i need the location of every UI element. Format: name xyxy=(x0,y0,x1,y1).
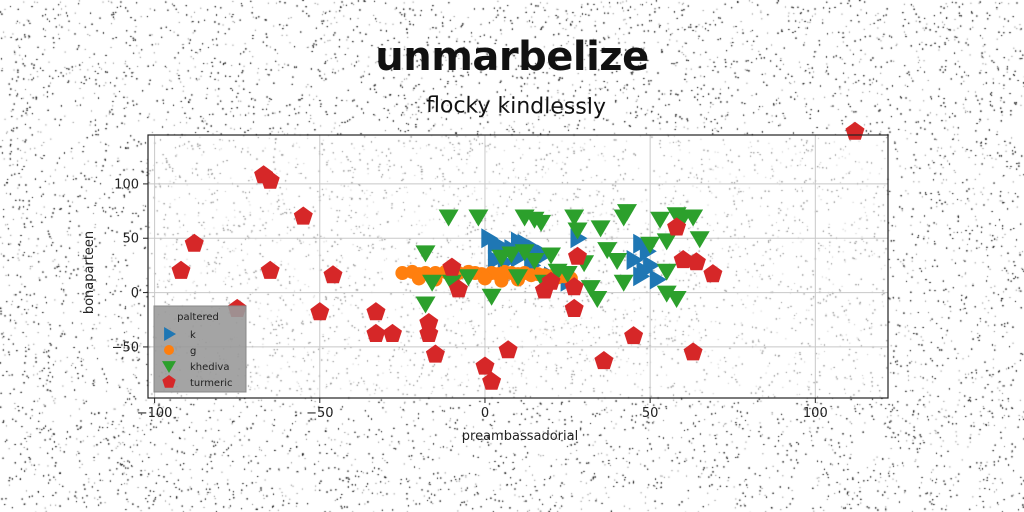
marker-khediva xyxy=(607,253,628,270)
marker-k xyxy=(636,260,654,281)
marker-turmeric xyxy=(475,356,495,375)
marker-khediva xyxy=(564,209,585,227)
marker-khediva xyxy=(613,274,634,292)
marker-g xyxy=(494,273,509,288)
y-axis-label: bonaparteen xyxy=(82,231,97,314)
marker-khediva xyxy=(514,244,535,262)
marker-khediva xyxy=(501,246,522,264)
marker-khediva xyxy=(640,236,661,254)
marker-khediva xyxy=(441,274,462,292)
marker-g xyxy=(411,271,426,286)
marker-turmeric xyxy=(703,264,723,283)
marker-khediva xyxy=(557,266,578,283)
marker-khediva xyxy=(650,211,671,229)
marker-turmeric xyxy=(667,217,687,236)
marker-khediva xyxy=(458,269,479,287)
legend-marker-turmeric xyxy=(162,375,176,388)
marker-turmeric xyxy=(260,260,280,279)
legend-label-khediva: khediva xyxy=(190,362,229,373)
marker-khediva xyxy=(541,247,561,265)
marker-turmeric xyxy=(293,206,313,225)
marker-turmeric xyxy=(845,121,865,140)
legend-label-turmeric: turmeric xyxy=(190,378,232,389)
marker-khediva xyxy=(617,204,637,222)
marker-turmeric xyxy=(624,326,644,345)
x-tick-label: 50 xyxy=(642,406,659,421)
marker-khediva xyxy=(587,291,608,308)
y-tick-label: 0 xyxy=(131,286,139,301)
marker-khediva xyxy=(683,209,704,227)
marker-turmeric xyxy=(449,279,468,298)
marker-k xyxy=(487,250,505,270)
marker-khediva xyxy=(590,220,611,238)
marker-khediva xyxy=(689,231,710,249)
marker-turmeric xyxy=(541,271,561,290)
y-tick-label: 100 xyxy=(114,177,139,192)
x-tick-label: −100 xyxy=(137,406,173,421)
legend: paltered kg khediva turmeric xyxy=(153,305,247,393)
marker-khediva xyxy=(415,245,436,263)
legend-label-g: g xyxy=(190,346,196,357)
marker-turmeric xyxy=(683,342,703,361)
marker-turmeric xyxy=(419,323,439,342)
axes: −100 −50 0 50 100 −50 0 50 100 xyxy=(112,134,889,421)
marker-turmeric xyxy=(171,260,191,279)
marker-turmeric xyxy=(568,246,587,265)
marker-turmeric xyxy=(419,313,439,332)
x-tick-label: 100 xyxy=(803,406,828,421)
marker-turmeric xyxy=(564,298,584,317)
marker-khediva xyxy=(508,269,528,287)
marker-khediva xyxy=(481,288,502,306)
x-tick-label: −50 xyxy=(306,406,333,421)
marker-turmeric xyxy=(564,277,584,296)
legend-marker-g xyxy=(164,345,174,355)
marker-khediva xyxy=(567,222,588,240)
marker-turmeric xyxy=(383,323,402,342)
data-marks xyxy=(171,121,865,390)
marker-k xyxy=(649,269,667,290)
marker-khediva xyxy=(468,209,489,227)
marker-khediva xyxy=(422,274,443,292)
marker-turmeric xyxy=(260,170,280,189)
plot-frame xyxy=(147,134,889,399)
legend-marker-k xyxy=(164,327,176,341)
marker-turmeric xyxy=(498,340,518,359)
marker-khediva xyxy=(597,242,618,260)
marker-turmeric xyxy=(184,233,204,252)
marker-turmeric xyxy=(366,302,386,321)
x-axis-label: preambassadorial xyxy=(462,429,578,444)
marker-khediva xyxy=(531,214,552,232)
marker-khediva xyxy=(666,291,687,308)
y-tick-label: −50 xyxy=(112,340,139,355)
marker-turmeric xyxy=(366,323,386,342)
marker-turmeric xyxy=(686,252,706,271)
marker-khediva xyxy=(438,209,459,227)
chart-title: unmarbelize xyxy=(375,34,649,80)
marker-turmeric xyxy=(594,351,614,370)
y-tick-label: 50 xyxy=(122,232,139,247)
marker-khediva xyxy=(656,233,677,251)
marker-g xyxy=(477,271,492,286)
legend-marker-khediva xyxy=(162,361,176,373)
marker-turmeric xyxy=(425,344,445,363)
x-tick-label: 0 xyxy=(481,406,489,421)
marker-turmeric xyxy=(310,302,330,321)
marker-khediva xyxy=(656,263,677,281)
legend-title: paltered xyxy=(177,312,219,323)
marker-khediva xyxy=(656,285,677,303)
marker-turmeric xyxy=(323,265,343,284)
marker-turmeric xyxy=(442,257,462,276)
marker-turmeric xyxy=(482,371,502,390)
legend-label-k: k xyxy=(190,330,196,341)
marker-k xyxy=(626,250,644,270)
marker-turmeric xyxy=(673,250,693,269)
marker-khediva xyxy=(415,296,436,314)
marker-khediva xyxy=(524,253,545,270)
marker-khediva xyxy=(580,280,601,298)
